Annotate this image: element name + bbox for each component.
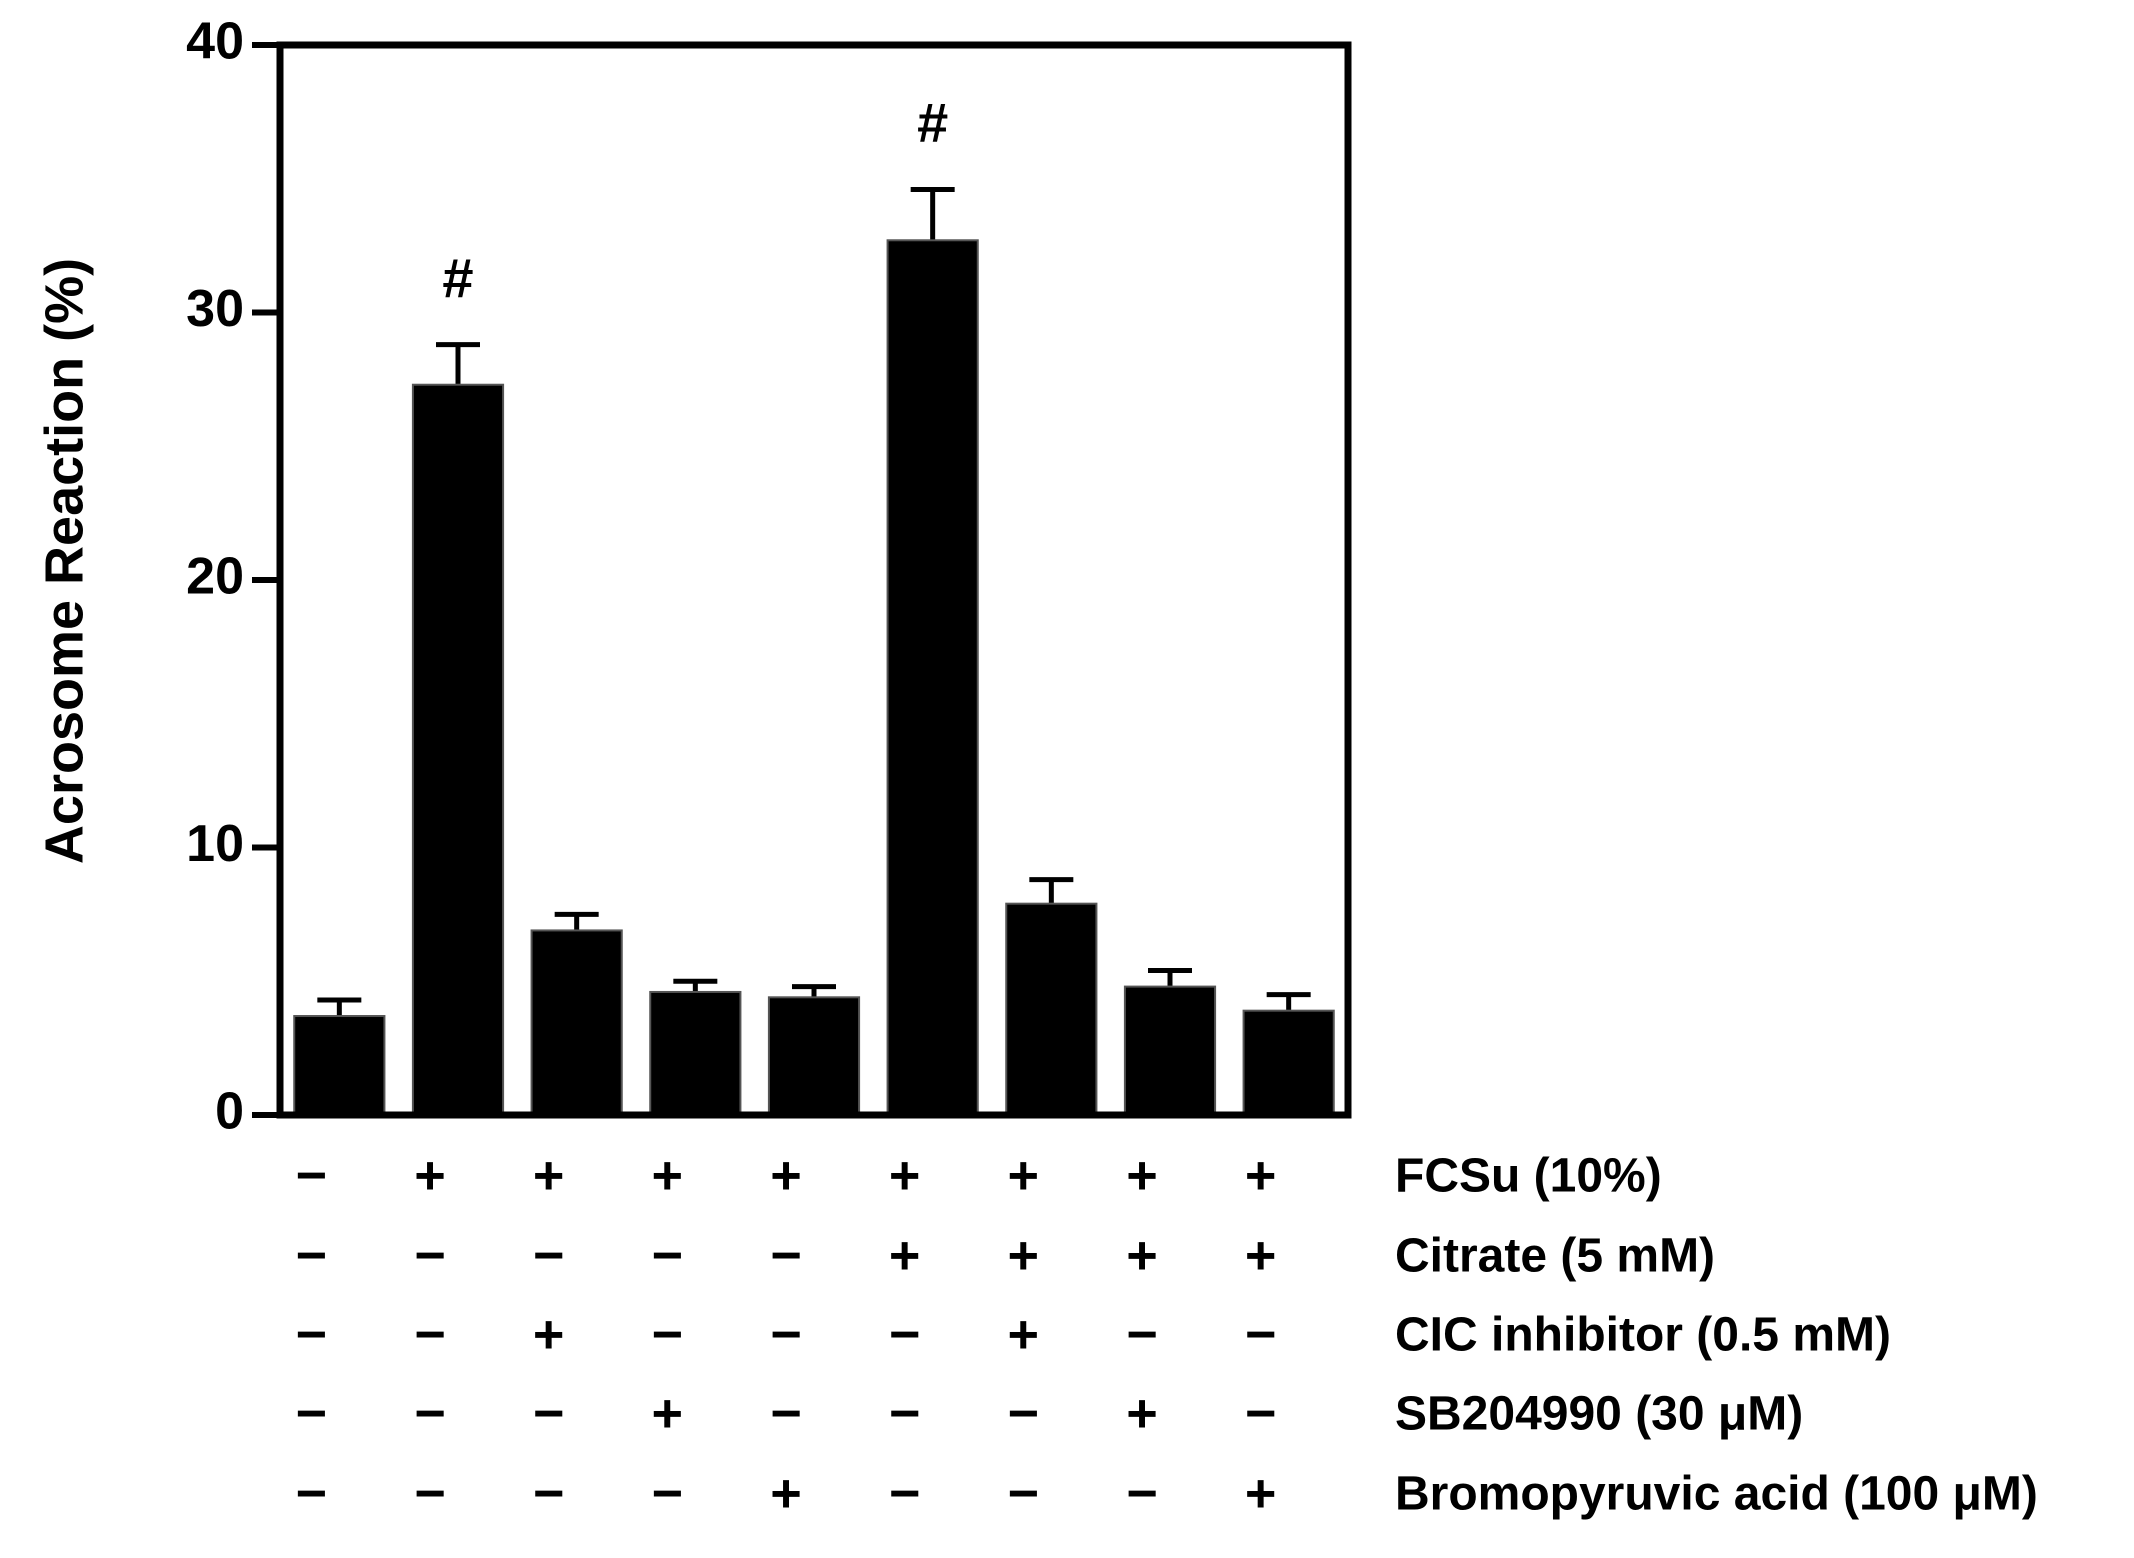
treatment-sign: + [652, 1383, 684, 1443]
treatment-sign: − [533, 1383, 565, 1443]
treatment-label: Bromopyruvic acid (100 μM) [1395, 1468, 2038, 1521]
treatment-sign: − [296, 1225, 328, 1285]
treatment-sign: − [296, 1304, 328, 1364]
treatment-sign: − [1126, 1304, 1158, 1364]
treatment-sign: + [770, 1463, 802, 1523]
treatment-label: Citrate (5 mM) [1395, 1230, 1715, 1283]
bar [886, 239, 979, 1116]
bar [293, 1015, 386, 1117]
treatment-sign: − [533, 1463, 565, 1523]
annotation: # [442, 246, 473, 309]
treatment-sign: − [1008, 1383, 1040, 1443]
treatment-sign: + [414, 1145, 446, 1205]
plot-frame [276, 41, 1352, 1119]
treatment-sign: − [652, 1225, 684, 1285]
treatment-sign: + [1245, 1145, 1277, 1205]
treatment-sign: + [1008, 1304, 1040, 1364]
y-tick-label: 10 [186, 815, 244, 873]
treatment-sign: − [414, 1225, 446, 1285]
treatment-sign: − [770, 1383, 802, 1443]
treatment-sign: + [770, 1145, 802, 1205]
treatment-sign: − [652, 1304, 684, 1364]
treatment-sign: − [414, 1383, 446, 1443]
treatment-sign: − [1245, 1304, 1277, 1364]
treatment-sign: + [1126, 1383, 1158, 1443]
bar [1005, 902, 1098, 1116]
bar [1242, 1009, 1335, 1116]
treatment-sign: − [414, 1304, 446, 1364]
treatment-sign: − [770, 1304, 802, 1364]
treatment-sign: + [1008, 1145, 1040, 1205]
y-axis-label: Acrosome Reaction (%) [34, 258, 94, 864]
y-tick-label: 40 [186, 13, 244, 71]
treatment-sign: − [1245, 1383, 1277, 1443]
treatment-sign: − [889, 1304, 921, 1364]
treatment-sign: + [1126, 1145, 1158, 1205]
y-tick-label: 0 [215, 1083, 244, 1141]
treatment-sign: + [1126, 1225, 1158, 1285]
treatment-sign: − [296, 1145, 328, 1205]
treatment-sign: − [652, 1463, 684, 1523]
treatment-label: FCSu (10%) [1395, 1150, 1662, 1203]
treatment-label: CIC inhibitor (0.5 mM) [1395, 1309, 1891, 1362]
treatment-sign: − [296, 1463, 328, 1523]
treatment-sign: − [889, 1383, 921, 1443]
bar [767, 996, 861, 1116]
treatment-sign: + [533, 1145, 565, 1205]
treatment-sign: − [533, 1225, 565, 1285]
treatment-sign: + [1008, 1225, 1040, 1285]
treatment-sign: + [533, 1304, 565, 1364]
treatment-sign: − [770, 1225, 802, 1285]
treatment-sign: − [1008, 1463, 1040, 1523]
y-tick-label: 20 [186, 548, 244, 606]
treatment-sign: − [414, 1463, 446, 1523]
treatment-sign: − [889, 1463, 921, 1523]
treatment-label: SB204990 (30 μM) [1395, 1388, 1803, 1441]
bar [530, 929, 623, 1116]
treatment-sign: + [889, 1145, 921, 1205]
bar [1123, 985, 1217, 1116]
treatment-sign: + [889, 1225, 921, 1285]
treatment-sign: − [296, 1383, 328, 1443]
bar [411, 383, 505, 1117]
y-tick-label: 30 [186, 280, 244, 338]
treatment-sign: + [1245, 1225, 1277, 1285]
treatment-sign: − [1126, 1463, 1158, 1523]
treatment-sign: + [652, 1145, 684, 1205]
bar [649, 990, 742, 1117]
annotation: # [917, 91, 948, 154]
treatment-sign: + [1245, 1463, 1277, 1523]
